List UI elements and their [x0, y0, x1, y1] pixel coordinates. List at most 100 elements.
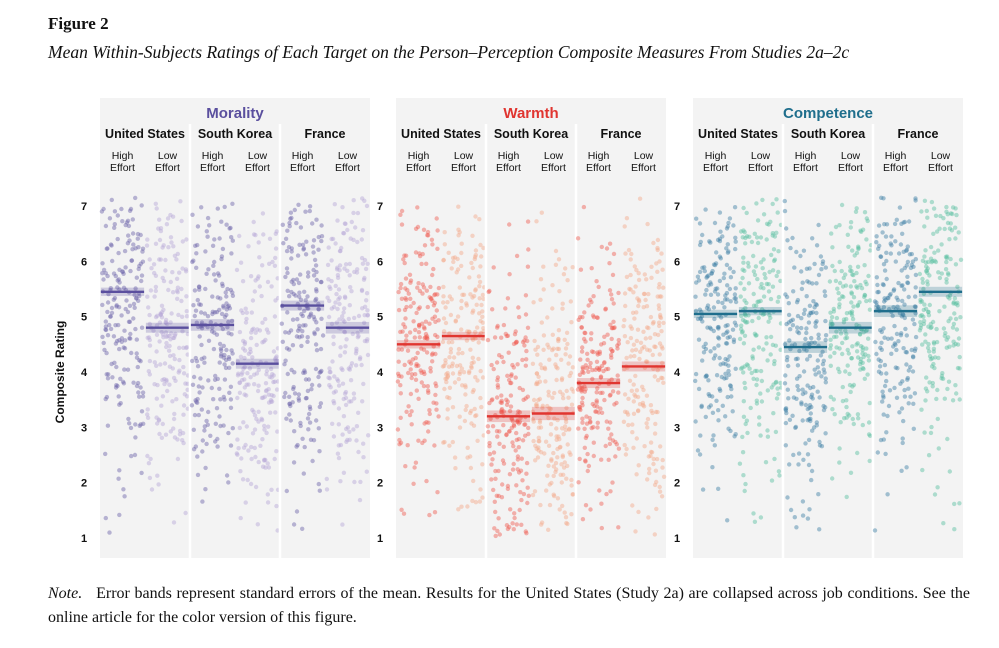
rating-point — [362, 198, 367, 203]
rating-point — [102, 347, 107, 353]
rating-point — [421, 325, 427, 330]
rating-point — [396, 373, 402, 379]
rating-point — [751, 291, 756, 297]
rating-point — [396, 359, 401, 364]
rating-point — [155, 382, 160, 388]
rating-point — [511, 527, 516, 532]
rating-point — [537, 396, 543, 402]
rating-point — [887, 388, 893, 393]
rating-point — [124, 298, 129, 303]
condition-label: High — [408, 150, 430, 162]
rating-point — [852, 253, 857, 258]
rating-point — [734, 323, 739, 328]
rating-point — [588, 420, 593, 425]
rating-point — [325, 262, 331, 268]
rating-point — [212, 377, 218, 382]
rating-point — [931, 346, 937, 351]
rating-point — [636, 408, 641, 413]
rating-point — [878, 254, 884, 259]
rating-point — [860, 360, 865, 365]
rating-point — [592, 403, 597, 409]
rating-point — [750, 354, 755, 359]
rating-point — [416, 438, 421, 443]
rating-point — [595, 352, 600, 357]
rating-point — [837, 297, 842, 302]
rating-point — [883, 234, 889, 239]
rating-point — [913, 257, 918, 262]
rating-point — [770, 268, 776, 273]
rating-point — [524, 460, 530, 466]
rating-point — [652, 482, 658, 488]
rating-point — [260, 211, 266, 216]
rating-point — [191, 374, 197, 380]
rating-point — [857, 300, 862, 305]
rating-point — [312, 317, 317, 322]
rating-point — [422, 438, 427, 443]
rating-point — [287, 412, 292, 417]
rating-point — [899, 283, 904, 289]
rating-point — [861, 330, 866, 335]
rating-point — [551, 464, 556, 469]
rating-point — [918, 297, 923, 303]
rating-point — [136, 298, 141, 303]
rating-point — [301, 246, 307, 251]
rating-point — [470, 310, 475, 315]
rating-point — [912, 304, 918, 309]
rating-point — [755, 240, 761, 246]
rating-point — [251, 409, 256, 414]
rating-point — [193, 243, 198, 248]
rating-point — [661, 285, 666, 290]
y-tick-label: 1 — [81, 533, 87, 545]
rating-point — [698, 316, 703, 321]
rating-point — [821, 407, 827, 413]
rating-point — [128, 206, 134, 212]
rating-point — [202, 424, 207, 429]
rating-point — [448, 350, 453, 355]
rating-point — [628, 257, 633, 262]
rating-point — [601, 368, 606, 374]
rating-point — [799, 325, 804, 331]
rating-point — [844, 415, 849, 420]
rating-point — [575, 387, 581, 392]
rating-point — [171, 375, 177, 381]
rating-point — [556, 328, 562, 333]
rating-point — [741, 399, 746, 404]
rating-point — [919, 209, 924, 214]
rating-point — [725, 297, 730, 302]
rating-point — [197, 390, 202, 395]
rating-point — [395, 379, 401, 384]
rating-point — [295, 317, 300, 322]
rating-point — [333, 389, 338, 394]
rating-point — [191, 258, 196, 263]
rating-point — [602, 360, 607, 366]
rating-point — [554, 377, 559, 383]
rating-point — [303, 298, 308, 303]
rating-point — [155, 313, 160, 318]
rating-point — [947, 226, 953, 231]
rating-point — [558, 444, 563, 450]
rating-point — [166, 287, 171, 293]
rating-point — [766, 289, 772, 294]
rating-point — [580, 395, 585, 401]
rating-point — [105, 309, 110, 315]
rating-point — [398, 440, 404, 445]
rating-point — [416, 396, 421, 401]
rating-point — [878, 437, 884, 443]
rating-point — [817, 439, 822, 445]
rating-point — [103, 327, 108, 332]
rating-point — [848, 268, 853, 273]
rating-point — [508, 380, 513, 386]
rating-point — [901, 312, 906, 318]
rating-point — [291, 522, 297, 527]
rating-point — [710, 465, 715, 470]
rating-point — [230, 426, 235, 431]
rating-point — [746, 313, 751, 318]
rating-point — [480, 314, 485, 319]
rating-point — [657, 484, 662, 490]
rating-point — [875, 450, 880, 455]
rating-point — [285, 371, 290, 377]
rating-point — [541, 264, 546, 269]
rating-point — [805, 279, 810, 284]
rating-point — [744, 362, 750, 367]
rating-point — [768, 219, 773, 224]
